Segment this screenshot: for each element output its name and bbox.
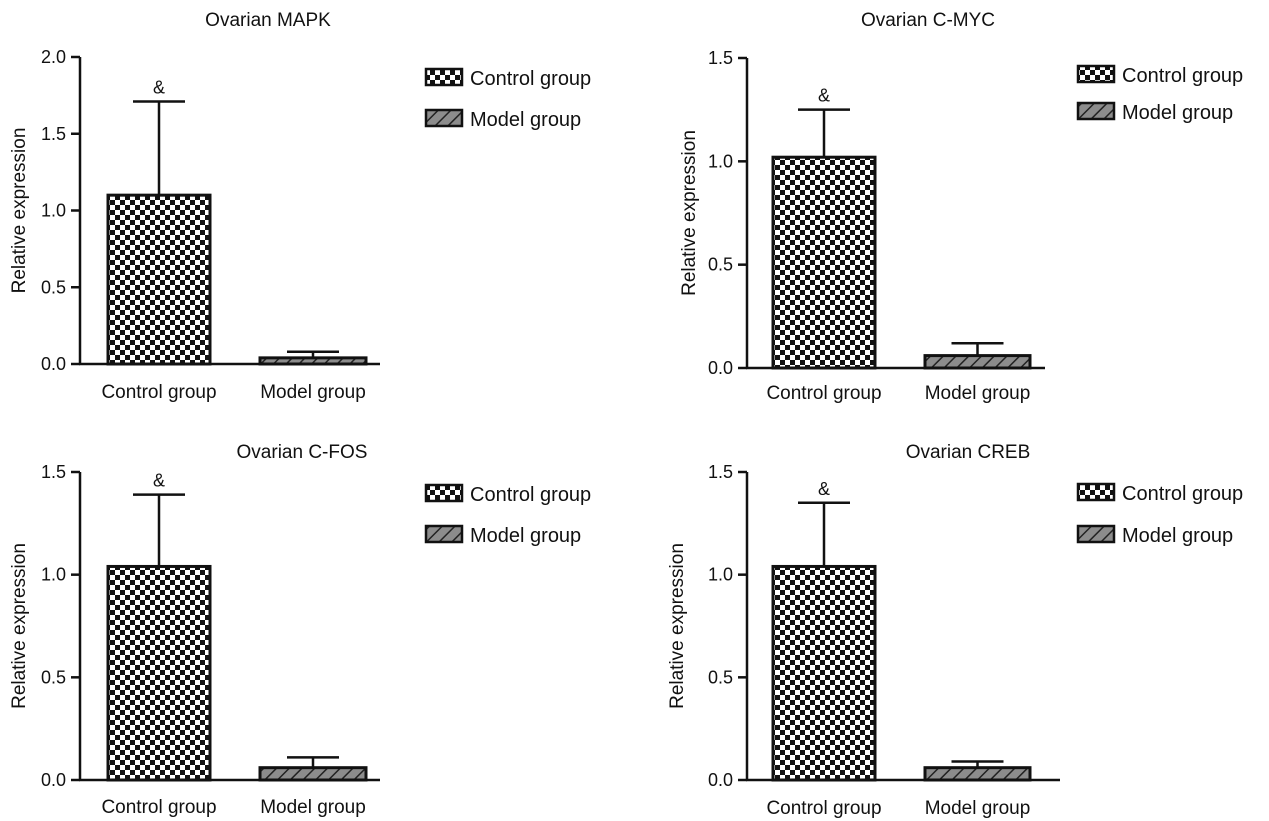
chart-title: Ovarian CREB (906, 442, 1031, 463)
legend-label: Model group (470, 109, 581, 131)
bar-control (106, 193, 212, 366)
y-tick-label: 1.0 (41, 565, 66, 585)
chart-title: Ovarian C-FOS (237, 442, 368, 463)
y-tick-label: 1.0 (708, 151, 733, 171)
legend-swatch (424, 483, 464, 503)
significance-marker: & (818, 479, 830, 499)
x-tick-label: Control group (101, 382, 216, 403)
legend-label: Model group (1122, 525, 1233, 547)
chart-title: Ovarian C-MYC (861, 10, 995, 31)
bar-control (771, 155, 877, 370)
legend-swatch (1076, 524, 1116, 544)
y-tick-label: 0.5 (708, 255, 733, 275)
chart-panel: Ovarian C-FOS Relative expression 0.0 0.5 1.… (9, 442, 591, 818)
y-tick-label: 1.0 (708, 565, 733, 585)
x-tick-label: Model group (925, 383, 1031, 404)
bar-model (923, 354, 1032, 370)
x-tick-label: Model group (925, 798, 1031, 819)
y-tick-label: 2.0 (41, 47, 66, 67)
y-tick-label: 0.5 (708, 667, 733, 687)
x-tick-label: Model group (260, 797, 366, 818)
legend-label: Control group (1122, 483, 1243, 505)
x-tick-label: Control group (766, 798, 881, 819)
y-tick-label: 1.5 (708, 48, 733, 68)
y-tick-label: 0.0 (41, 770, 66, 790)
significance-marker: & (153, 78, 165, 98)
y-tick-label: 1.0 (41, 201, 66, 221)
bar-model (258, 766, 368, 782)
legend-swatch (1076, 482, 1116, 502)
legend-label: Control group (1122, 65, 1243, 87)
legend-swatch (1076, 101, 1116, 121)
y-tick-label: 0.5 (41, 277, 66, 297)
y-axis-label: Relative expression (679, 130, 700, 296)
y-axis-label: Relative expression (9, 128, 30, 294)
legend-label: Model group (470, 525, 581, 547)
chart-panel: Ovarian C-MYC Relative expression 0.0 0.5 1.… (679, 10, 1243, 404)
legend-label: Control group (470, 484, 591, 506)
legend-swatch (424, 524, 464, 544)
y-tick-label: 1.5 (41, 462, 66, 482)
y-tick-label: 0.5 (41, 667, 66, 687)
y-tick-label: 0.0 (708, 358, 733, 378)
legend-swatch (424, 108, 464, 128)
bar-control (771, 564, 877, 782)
legend-swatch (424, 67, 464, 87)
chart-title: Ovarian MAPK (205, 10, 331, 31)
y-tick-label: 0.0 (41, 354, 66, 374)
y-tick-label: 1.5 (708, 462, 733, 482)
bar-model (258, 356, 368, 366)
significance-marker: & (818, 86, 830, 106)
x-tick-label: Model group (260, 382, 366, 403)
x-tick-label: Control group (766, 383, 881, 404)
significance-marker: & (153, 471, 165, 491)
chart-panel: Ovarian MAPK Relative expression 0.0 0.5 1.0… (9, 10, 591, 403)
y-tick-label: 0.0 (708, 770, 733, 790)
bar-control (106, 564, 212, 782)
legend-label: Control group (470, 68, 591, 90)
legend-label: Model group (1122, 102, 1233, 124)
y-tick-label: 1.5 (41, 124, 66, 144)
y-axis-label: Relative expression (9, 543, 30, 709)
bar-model (923, 766, 1032, 782)
y-axis-label: Relative expression (667, 543, 688, 709)
legend-swatch (1076, 64, 1116, 84)
chart-panel: Ovarian CREB Relative expression 0.0 0.5 1.0… (667, 442, 1243, 819)
x-tick-label: Control group (101, 797, 216, 818)
